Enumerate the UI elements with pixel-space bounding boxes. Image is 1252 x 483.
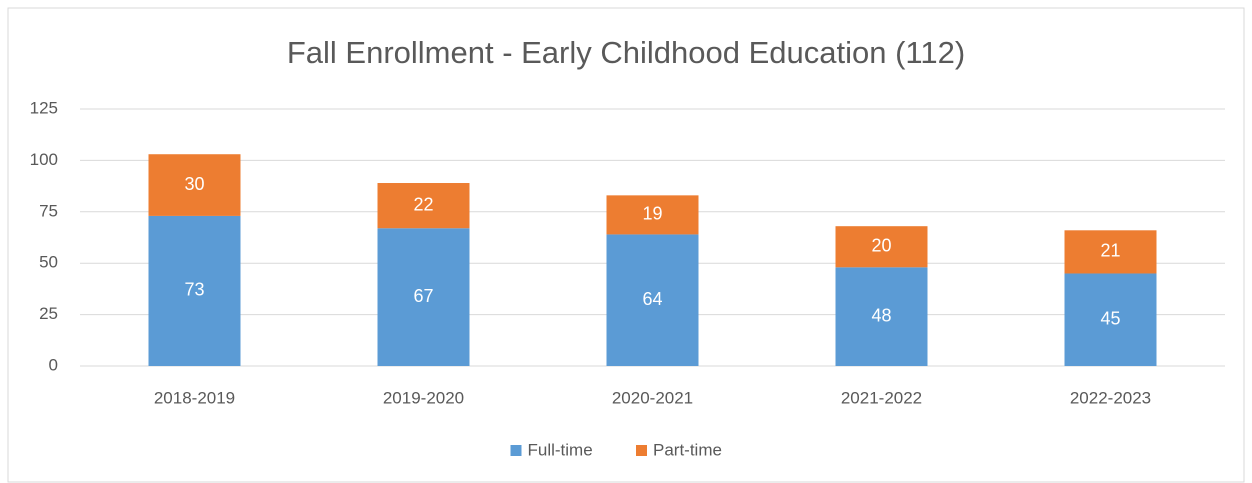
bar-segment (377, 183, 470, 229)
data-label: 21 (1100, 241, 1120, 261)
legend-swatch (510, 445, 522, 456)
data-label: 30 (184, 174, 204, 194)
data-label: 48 (871, 305, 891, 325)
y-tick-label: 100 (30, 150, 58, 169)
bar-segment (606, 195, 699, 235)
chart-title: Fall Enrollment - Early Childhood Educat… (287, 35, 965, 70)
data-label: 20 (871, 236, 891, 256)
bar-segment (148, 154, 241, 216)
data-label: 22 (413, 194, 433, 214)
data-label: 73 (184, 280, 204, 300)
data-label: 64 (642, 289, 662, 309)
y-tick-label: 75 (39, 201, 58, 220)
data-label: 67 (413, 286, 433, 306)
bar-segment (377, 228, 470, 366)
bar-segment (835, 226, 928, 268)
y-tick-label: 125 (30, 98, 58, 117)
x-tick-label: 2019-2020 (383, 388, 464, 407)
x-tick-label: 2021-2022 (841, 388, 922, 407)
y-tick-label: 25 (39, 304, 58, 323)
legend-label: Part-time (653, 440, 722, 459)
x-tick-label: 2018-2019 (154, 388, 235, 407)
bar-segment (148, 215, 241, 366)
y-tick-label: 50 (39, 253, 58, 272)
y-tick-label: 0 (49, 355, 58, 374)
bar-segment (1064, 273, 1157, 366)
bar-segment (1064, 230, 1157, 274)
legend-swatch (636, 445, 647, 456)
data-label: 19 (642, 204, 662, 224)
bar-segment (606, 234, 699, 366)
bar-segment (835, 267, 928, 366)
data-label: 45 (1100, 308, 1120, 328)
x-tick-label: 2020-2021 (612, 388, 693, 407)
x-tick-label: 2022-2023 (1070, 388, 1151, 407)
legend-label: Full-time (528, 440, 593, 459)
